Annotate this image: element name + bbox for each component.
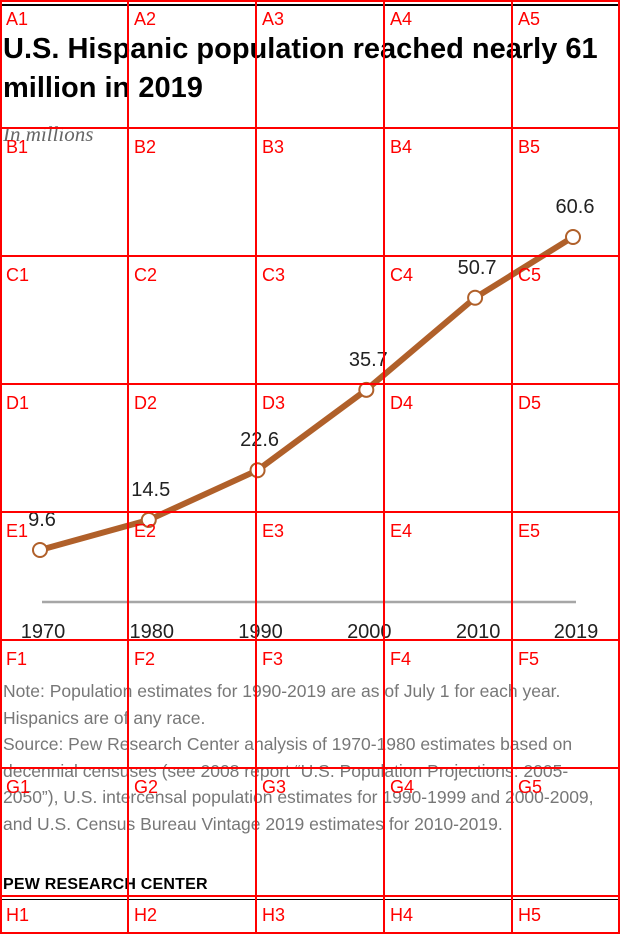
grid-cell-label: A5	[518, 9, 540, 29]
data-label-1970: 9.6	[28, 509, 56, 531]
grid-cell-label: F5	[518, 649, 539, 669]
note-text: Note: Population estimates for 1990-2019…	[3, 681, 561, 728]
grid-cell-label: F4	[390, 649, 411, 669]
data-label-2019: 60.6	[556, 196, 595, 218]
chart-title: U.S. Hispanic population reached nearly …	[3, 33, 598, 104]
data-label-2000: 35.7	[349, 349, 388, 371]
grid-cell-label: A4	[390, 9, 412, 29]
data-label-1980: 14.5	[131, 479, 170, 501]
grid-cell-label: H4	[390, 905, 413, 925]
x-tick-labels: 1970 1980 1990 2000 2010 2019	[21, 621, 599, 643]
x-tick-2010: 2010	[456, 621, 501, 643]
chart-subtitle: In millions	[3, 122, 94, 146]
x-tick-2000: 2000	[347, 621, 392, 643]
grid-cell-label: A1	[6, 9, 28, 29]
x-tick-2019: 2019	[554, 621, 599, 643]
data-labels: 9.6 14.5 22.6 35.7 50.7 60.6	[28, 196, 594, 531]
x-tick-1970: 1970	[21, 621, 66, 643]
grid-cell-label: H3	[262, 905, 285, 925]
data-label-1990: 22.6	[240, 429, 279, 451]
x-tick-1990: 1990	[238, 621, 283, 643]
grid-cell-label: F3	[262, 649, 283, 669]
data-point-1970	[32, 542, 48, 558]
data-point-2019	[565, 229, 581, 245]
grid-cell-label: H2	[134, 905, 157, 925]
data-point-1980	[140, 511, 157, 528]
data-point-1990	[249, 462, 266, 479]
data-point-2000	[358, 381, 375, 398]
data-point-2010	[467, 289, 484, 306]
bottom-rule	[0, 899, 620, 900]
grid-cell-label: A2	[134, 9, 156, 29]
grid-cell-label: F2	[134, 649, 155, 669]
grid-cell-label: H1	[6, 905, 29, 925]
grid-cell-label: H5	[518, 905, 541, 925]
chart-notes: Note: Population estimates for 1990-2019…	[3, 678, 615, 837]
grid-cell-label: F1	[6, 649, 27, 669]
grid-cell-label: A3	[262, 9, 284, 29]
line-chart: 9.6 14.5 22.6 35.7 50.7 60.6 1970 1980 1990 2000…	[21, 196, 599, 643]
source-text: Source: Pew Research Center analysis of …	[3, 734, 594, 834]
credit-label: PEW RESEARCH CENTER	[3, 876, 208, 893]
data-points	[32, 229, 581, 558]
series-line	[37, 234, 576, 553]
x-tick-1980: 1980	[130, 621, 175, 643]
data-label-2010: 50.7	[458, 257, 497, 279]
top-rule	[0, 4, 620, 6]
